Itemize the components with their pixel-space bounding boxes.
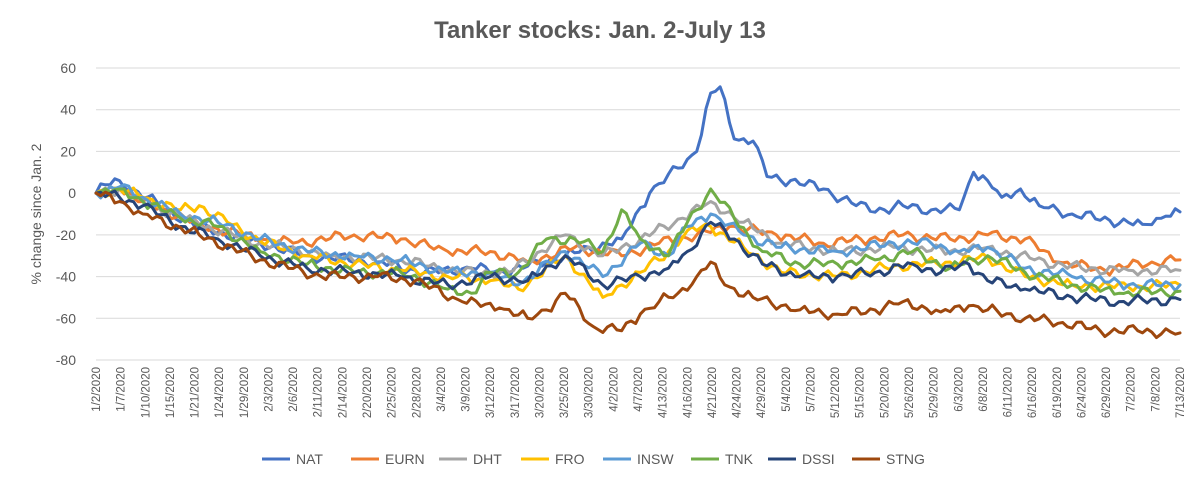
x-tick-label: 1/2/2020	[91, 367, 103, 412]
legend-label-eurn: EURN	[385, 451, 425, 467]
x-tick-label: 5/26/2020	[904, 367, 916, 418]
y-tick-label: -40	[56, 269, 76, 285]
x-tick-label: 7/2/2020	[1126, 367, 1138, 412]
legend-label-fro: FRO	[555, 451, 585, 467]
x-tick-label: 2/11/2020	[313, 367, 325, 417]
x-tick-label: 6/3/2020	[953, 367, 965, 412]
y-tick-label: -60	[56, 310, 76, 326]
x-tick-label: 4/7/2020	[633, 367, 645, 412]
x-tick-label: 6/19/2020	[1052, 367, 1064, 418]
x-tick-label: 1/15/2020	[165, 367, 177, 418]
x-tick-label: 6/29/2020	[1101, 367, 1113, 418]
x-tick-label: 5/20/2020	[879, 367, 891, 418]
legend-label-dht: DHT	[473, 451, 502, 467]
x-tick-label: 1/21/2020	[190, 367, 202, 418]
series-lines	[94, 85, 1182, 340]
x-tick-label: 5/15/2020	[855, 367, 867, 418]
x-tick-label: 3/4/2020	[436, 367, 448, 412]
x-tick-label: 2/3/2020	[263, 367, 275, 412]
x-tick-label: 2/28/2020	[411, 367, 423, 418]
series-line-tnk	[94, 187, 1182, 299]
legend-label-nat: NAT	[296, 451, 323, 467]
x-tick-label: 3/9/2020	[461, 367, 473, 412]
y-tick-label: -20	[56, 227, 76, 243]
y-axis-label: % change since Jan. 2	[28, 143, 44, 284]
x-tick-label: 1/10/2020	[140, 367, 152, 418]
legend-label-stng: STNG	[886, 451, 925, 467]
x-tick-label: 4/29/2020	[756, 367, 768, 418]
x-tick-label: 5/7/2020	[805, 367, 817, 412]
series-line-stng	[94, 190, 1182, 340]
x-tick-label: 4/13/2020	[658, 367, 670, 418]
legend-label-tnk: TNK	[725, 451, 754, 467]
x-tick-label: 5/29/2020	[929, 367, 941, 418]
x-tick-label: 3/25/2020	[559, 367, 571, 418]
x-tick-label: 6/24/2020	[1076, 367, 1088, 418]
y-axis-ticks: 60 40 20 0 -20 -40 -60 -80	[56, 60, 76, 368]
x-tick-label: 2/25/2020	[387, 367, 399, 418]
x-tick-label: 3/30/2020	[584, 367, 596, 418]
series-line-insw	[94, 183, 1182, 293]
chart-title: Tanker stocks: Jan. 2-July 13	[434, 17, 766, 44]
y-tick-label: 40	[60, 102, 76, 118]
x-tick-label: 4/21/2020	[707, 367, 719, 418]
legend-label-dssi: DSSI	[802, 451, 835, 467]
x-tick-label: 3/20/2020	[534, 367, 546, 418]
x-tick-label: 1/29/2020	[239, 367, 251, 418]
legend-label-insw: INSW	[637, 451, 674, 467]
x-tick-label: 2/20/2020	[362, 367, 374, 418]
x-tick-label: 2/6/2020	[288, 367, 300, 412]
y-tick-label: -80	[56, 352, 76, 368]
x-tick-label: 4/2/2020	[608, 367, 620, 412]
x-tick-label: 4/24/2020	[732, 367, 744, 418]
x-tick-label: 7/8/2020	[1150, 367, 1162, 412]
x-tick-label: 6/11/2020	[1003, 367, 1015, 417]
series-line-nat	[94, 85, 1182, 279]
x-tick-label: 6/16/2020	[1027, 367, 1039, 418]
y-tick-label: 60	[60, 60, 76, 76]
y-tick-label: 20	[60, 143, 76, 159]
x-tick-label: 3/17/2020	[510, 367, 522, 418]
x-tick-label: 1/24/2020	[214, 367, 226, 418]
x-tick-label: 1/7/2020	[116, 367, 128, 412]
x-tick-label: 5/4/2020	[781, 367, 793, 412]
x-axis-ticks: 1/2/2020 1/7/2020 1/10/2020 1/15/2020 1/21/2…	[91, 367, 1187, 418]
y-tick-label: 0	[68, 185, 76, 201]
x-tick-label: 3/12/2020	[485, 367, 497, 418]
x-tick-label: 2/14/2020	[337, 367, 349, 418]
x-tick-label: 7/13/2020	[1175, 367, 1187, 418]
x-tick-label: 5/12/2020	[830, 367, 842, 418]
x-tick-label: 6/8/2020	[978, 367, 990, 412]
x-tick-label: 4/16/2020	[682, 367, 694, 418]
legend: NAT EURN DHT FRO INSW TNK DSSI STNG	[262, 451, 925, 467]
